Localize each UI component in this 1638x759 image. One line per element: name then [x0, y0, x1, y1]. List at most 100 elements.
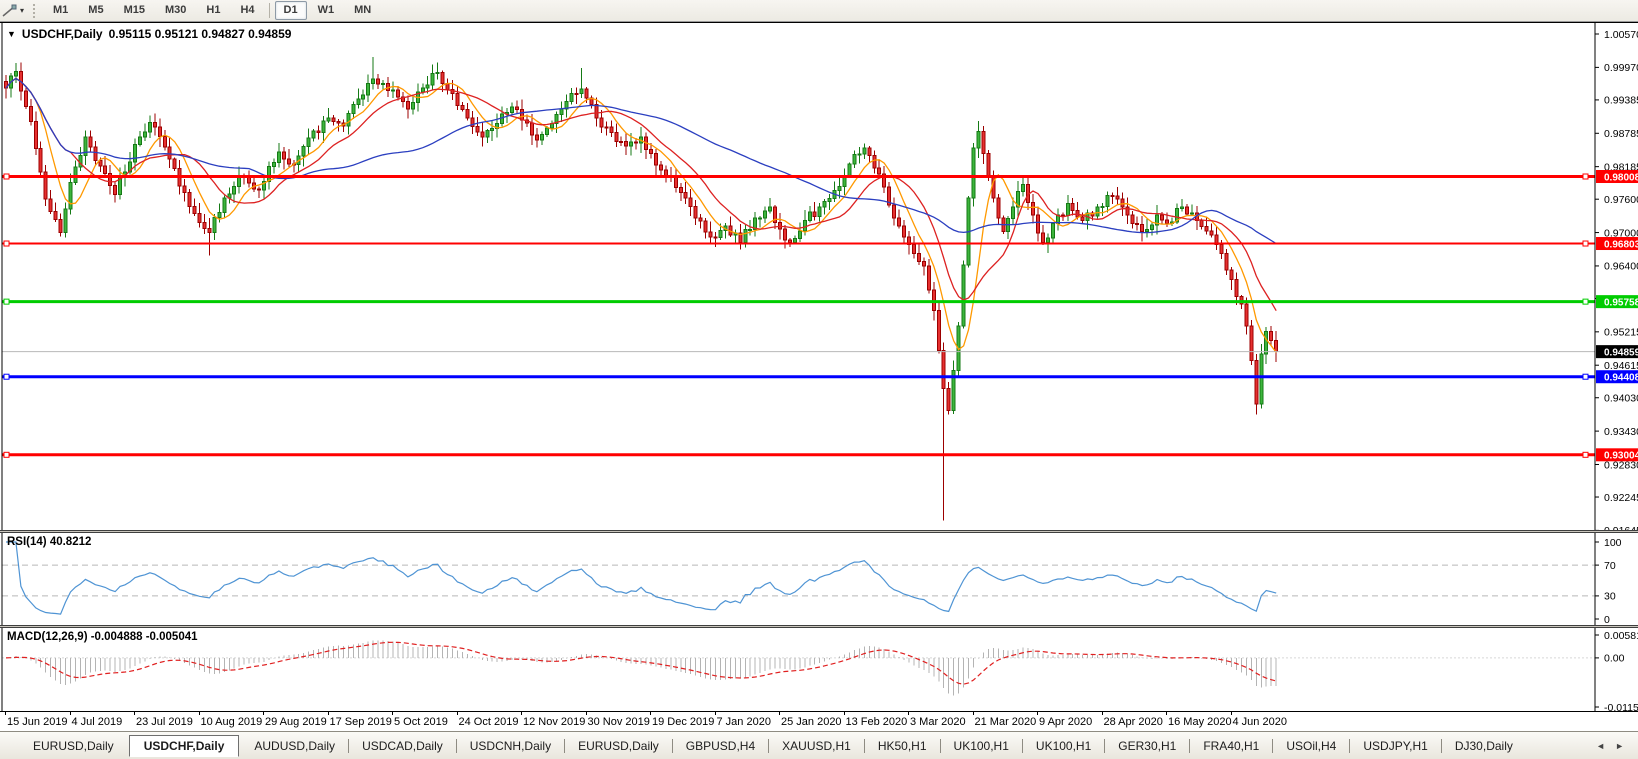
timeframe-button-group: M1 M5 M15 M30 H1 H4 D1 W1 MN: [43, 1, 381, 20]
svg-text:0.95758: 0.95758: [1604, 297, 1638, 308]
tab-AUDUSD-Daily[interactable]: AUDUSD,Daily: [254, 738, 336, 753]
chart-ohlc-values: 0.95115 0.95121 0.94827 0.94859: [108, 27, 292, 41]
date-tick-label: 19 Dec 2019: [652, 716, 715, 728]
svg-text:70: 70: [1604, 560, 1616, 572]
svg-text:0.92245: 0.92245: [1604, 492, 1638, 504]
date-tick-mark: [263, 712, 264, 715]
svg-text:0.96803: 0.96803: [1604, 239, 1638, 250]
tab-scroll-left-icon[interactable]: ◄: [1596, 740, 1606, 751]
date-tick-label: 29 Aug 2019: [265, 716, 327, 728]
tab-GER30-H1[interactable]: GER30,H1: [1118, 738, 1177, 753]
date-tick-label: 17 Sep 2019: [329, 716, 392, 728]
date-tick-mark: [843, 712, 845, 715]
date-tick-label: 23 Jul 2019: [136, 716, 193, 728]
timeframe-button-M1[interactable]: M1: [53, 4, 69, 16]
tab-separator: [1272, 738, 1274, 753]
date-tick-label: 4 Jun 2020: [1232, 716, 1287, 728]
toolbar-grip-handle[interactable]: [33, 3, 38, 18]
svg-text:0.005818: 0.005818: [1604, 630, 1638, 642]
tab-separator: [768, 738, 770, 753]
tab-separator: [348, 738, 350, 753]
tab-EURUSD-Daily[interactable]: EURUSD,Daily: [33, 738, 114, 753]
date-tick-mark: [1230, 712, 1232, 715]
timeframe-button-D1[interactable]: D1: [274, 1, 307, 20]
chart-symbol-label: USDCHF,Daily: [21, 27, 103, 41]
date-tick-mark: [69, 712, 71, 715]
tab-separator: [1104, 738, 1106, 753]
tab-UK100-H1[interactable]: UK100,H1: [1035, 738, 1092, 753]
indicator-collapse-icon[interactable]: ▼: [7, 29, 16, 39]
panel-splitter[interactable]: [0, 625, 1638, 628]
macd-panel: 0.005818 0.00 -0.011514 MACD(12,26,9) -0.0…: [0, 628, 1638, 711]
macd-canvas[interactable]: 0.005818 0.00 -0.011514: [0, 628, 1638, 711]
date-axis[interactable]: 15 Jun 2019 4 Jul 2019 23 Jul 2019 10 Aug 2…: [0, 711, 1638, 732]
tab-scroll-controls: ◄ ►: [1596, 741, 1638, 751]
tab-DJ30-Daily[interactable]: DJ30,Daily: [1454, 738, 1513, 753]
date-tick-mark: [1101, 712, 1103, 715]
date-tick-mark: [714, 712, 716, 715]
rsi-label: RSI(14) 40.8212: [7, 536, 92, 548]
svg-text:0.98008: 0.98008: [1604, 172, 1638, 183]
svg-text:0.94615: 0.94615: [1604, 360, 1638, 372]
timeframe-button-M15[interactable]: M15: [123, 4, 145, 16]
svg-text:100: 100: [1604, 537, 1622, 549]
date-tick-label: 10 Aug 2019: [200, 716, 263, 728]
draw-tool-dropdown[interactable]: ▾: [0, 0, 28, 21]
tab-HK50-H1[interactable]: HK50,H1: [877, 738, 927, 753]
tab-USOil-H4[interactable]: USOil,H4: [1286, 738, 1337, 753]
tab-FRA40-H1[interactable]: FRA40,H1: [1203, 738, 1260, 753]
tab-separator: [1021, 738, 1023, 753]
toolbar: ▾ M1 M5 M15 M30 H1 H4 D1 W1 MN: [0, 0, 1638, 22]
tab-GBPUSD-H4[interactable]: GBPUSD,H4: [685, 738, 756, 753]
toolbar-separator: [268, 3, 270, 18]
tab-UK100-H1[interactable]: UK100,H1: [953, 738, 1009, 753]
timeframe-button-M5[interactable]: M5: [88, 4, 104, 16]
timeframe-button-M30[interactable]: M30: [164, 4, 187, 16]
date-tick-label: 24 Oct 2019: [458, 716, 519, 728]
date-tick-label: 21 Mar 2020: [974, 716, 1037, 728]
date-tick-mark: [908, 712, 909, 715]
svg-text:0.94859: 0.94859: [1604, 347, 1638, 358]
main-chart-panel: 1.005700.999700.993850.987850.981850.976…: [0, 22, 1638, 531]
timeframe-button-H4[interactable]: H4: [240, 4, 255, 16]
tab-list: EURUSD,Daily USDCHF,Daily AUDUSD,Daily USDC…: [20, 734, 1526, 757]
timeframe-button-MN[interactable]: MN: [354, 4, 372, 16]
date-tick-label: 12 Nov 2019: [523, 716, 586, 728]
date-tick-mark: [392, 712, 393, 715]
date-tick-label: 7 Jan 2020: [716, 716, 771, 728]
date-tick-mark: [585, 712, 587, 715]
date-tick-mark: [521, 712, 522, 715]
svg-text:0.95215: 0.95215: [1604, 327, 1638, 339]
panel-splitter[interactable]: [0, 530, 1638, 533]
rsi-canvas[interactable]: 100 70 30 0: [0, 533, 1638, 625]
tab-USDCAD-Daily[interactable]: USDCAD,Daily: [362, 738, 443, 753]
tab-separator: [564, 738, 566, 753]
tab-USDCHF-Daily[interactable]: USDCHF,Daily: [128, 734, 240, 757]
date-tick-mark: [1166, 712, 1167, 715]
date-tick-mark: [134, 712, 135, 715]
svg-text:0.98785: 0.98785: [1604, 128, 1638, 140]
timeframe-button-W1[interactable]: W1: [317, 4, 335, 16]
date-tick-mark: [779, 712, 780, 715]
date-tick-mark: [198, 712, 200, 715]
tab-USDCNH-Daily[interactable]: USDCNH,Daily: [469, 738, 552, 753]
date-tick-label: 25 Jan 2020: [781, 716, 842, 728]
draw-line-tool-icon[interactable]: [2, 4, 18, 18]
chevron-down-icon[interactable]: ▾: [20, 6, 25, 15]
tab-USDJPY-H1[interactable]: USDJPY,H1: [1363, 738, 1428, 753]
svg-text:0.94408: 0.94408: [1604, 373, 1638, 384]
date-tick-mark: [327, 712, 329, 715]
tab-XAUUSD-H1[interactable]: XAUUSD,H1: [782, 738, 851, 753]
main-chart-canvas[interactable]: 1.005700.999700.993850.987850.981850.976…: [0, 23, 1638, 531]
tab-EURUSD-Daily[interactable]: EURUSD,Daily: [578, 738, 659, 753]
timeframe-button-H1[interactable]: H1: [206, 4, 221, 16]
date-tick-mark: [650, 712, 651, 715]
svg-text:0.91645: 0.91645: [1604, 525, 1638, 531]
svg-text:0: 0: [1604, 614, 1610, 625]
svg-text:-0.011514: -0.011514: [1604, 702, 1638, 711]
tab-scroll-right-icon[interactable]: ►: [1615, 740, 1624, 751]
